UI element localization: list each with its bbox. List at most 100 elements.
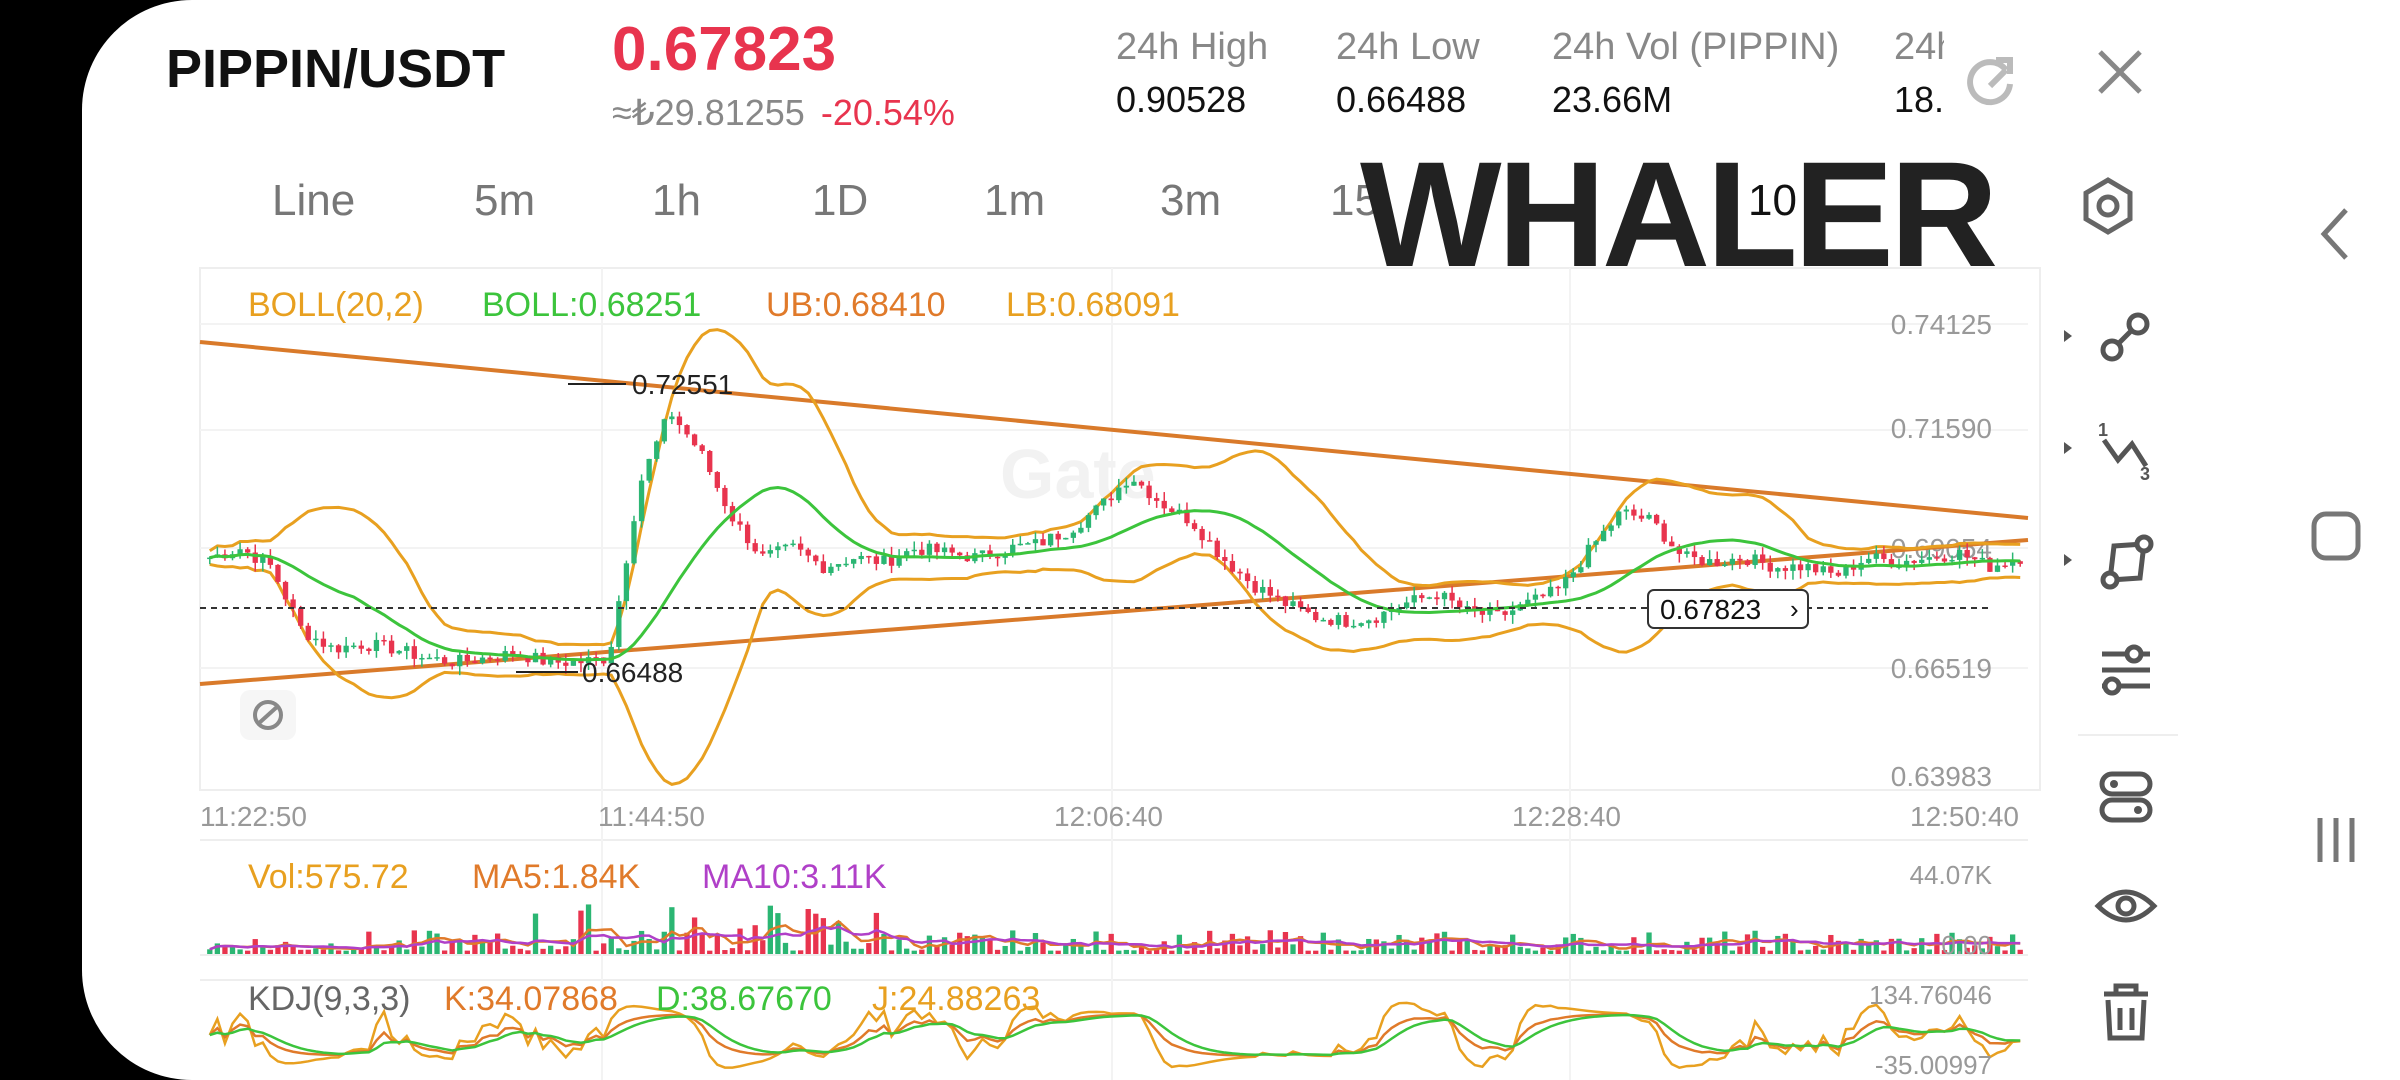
volume-bar <box>1116 950 1122 954</box>
candle-body <box>1987 557 1993 572</box>
volume-bar <box>1964 947 1970 954</box>
candle-body <box>752 543 758 552</box>
volume-bar <box>782 942 789 954</box>
tab-10[interactable]: 10 <box>1748 176 1797 225</box>
candle-body <box>1994 565 2001 572</box>
candle-body <box>1752 554 1758 566</box>
volume-bar <box>835 921 842 954</box>
candle-body <box>275 564 281 582</box>
candle-body <box>1563 577 1569 589</box>
candle-body <box>1525 599 1531 605</box>
candle-body <box>654 441 660 459</box>
delete-tool[interactable] <box>2054 972 2196 1052</box>
visibility-tool[interactable] <box>2054 866 2196 946</box>
volume-bar <box>207 949 213 954</box>
candle-body <box>714 472 720 488</box>
kdj-d-value: D:38.67670 <box>656 980 832 1018</box>
stat-value: 18. <box>1894 79 1944 120</box>
current-price-tag[interactable] <box>1647 589 1809 629</box>
tab-1m[interactable]: 1m <box>984 176 1046 225</box>
candle-body <box>1873 553 1879 559</box>
candle-body <box>282 581 289 600</box>
volume-bar <box>1540 947 1546 954</box>
candle-body <box>1260 587 1266 593</box>
candle-body <box>820 561 827 573</box>
candle-body <box>260 556 266 563</box>
volume-bar <box>616 948 622 954</box>
volume-bar <box>797 950 804 954</box>
candle-body <box>631 521 637 564</box>
vol-value: Vol:575.72 <box>248 858 409 896</box>
volume-bar <box>441 950 448 954</box>
settings-icon[interactable] <box>2082 176 2134 241</box>
volume-bar <box>237 949 243 954</box>
candle-body <box>1941 558 1948 562</box>
kdj-j-path <box>208 1001 2021 1070</box>
trading-pair[interactable]: PIPPIN/USDT <box>166 39 506 99</box>
volume-bar <box>1532 950 1539 954</box>
candle-body <box>1290 601 1296 606</box>
candle-body <box>994 556 1001 559</box>
home-icon[interactable] <box>2308 508 2364 564</box>
candle-body <box>1631 509 1637 516</box>
volume-bar <box>290 945 296 954</box>
candle-body <box>1358 623 1364 626</box>
candle-body <box>1131 481 1137 486</box>
candle-body <box>1419 595 1425 599</box>
candle-body <box>1335 615 1342 625</box>
volume-bar <box>1744 934 1751 954</box>
volume-bar <box>1866 942 1872 954</box>
tab-1h[interactable]: 1h <box>652 176 701 225</box>
candle-body <box>252 552 258 563</box>
candle-body <box>1207 540 1213 542</box>
volume-bar <box>949 944 955 954</box>
recents-icon[interactable] <box>2312 812 2362 868</box>
last-price: 0.67823 <box>612 15 837 84</box>
tab-5m[interactable]: 5m <box>474 176 536 225</box>
shape-tool[interactable] <box>2054 522 2196 602</box>
volume-bar <box>1449 950 1455 954</box>
candle-body <box>1706 559 1713 566</box>
tab-15[interactable]: 15 <box>1330 176 1379 225</box>
candle-body <box>1866 558 1872 563</box>
candle-body <box>623 563 630 602</box>
whaler-watermark: WHALER <box>1360 130 1998 298</box>
refresh-icon[interactable] <box>1960 48 2020 113</box>
volume-bar <box>828 944 834 954</box>
close-icon[interactable] <box>2092 44 2148 105</box>
tab-3m[interactable]: 3m <box>1160 176 1222 225</box>
candle-body <box>797 543 804 550</box>
candle-body <box>1585 544 1592 568</box>
back-icon[interactable] <box>2316 204 2356 264</box>
candle-body <box>1328 619 1334 625</box>
volume-bar <box>1313 950 1319 954</box>
candle-body <box>449 663 455 667</box>
trendline-tool[interactable] <box>2054 298 2196 378</box>
price-sub: ≈₺29.81255 -20.54% <box>612 92 955 134</box>
candle-body <box>381 639 387 642</box>
candle-body <box>1813 564 1819 573</box>
candle-body <box>888 555 895 566</box>
candle-body <box>1888 559 1895 567</box>
candle-body <box>358 645 364 649</box>
indicator-tool[interactable] <box>2054 630 2196 710</box>
candle-body <box>1063 537 1069 540</box>
candle-body <box>1722 564 1728 566</box>
layout-tool[interactable] <box>2054 756 2196 836</box>
volume-bar <box>1585 950 1592 954</box>
upper-trendline[interactable] <box>199 340 2029 520</box>
volume-bar <box>1956 939 1963 954</box>
tab-line[interactable]: Line <box>272 176 356 225</box>
candle-body <box>207 557 213 560</box>
chart-logo-icon[interactable] <box>240 690 296 740</box>
candle-body <box>1214 540 1220 558</box>
stat-high: 24h High 0.90528 <box>1116 26 1268 121</box>
candle-body <box>343 645 349 653</box>
volume-bar <box>654 949 660 954</box>
tab-1d[interactable]: 1D <box>812 176 869 225</box>
candle-body <box>570 660 577 666</box>
